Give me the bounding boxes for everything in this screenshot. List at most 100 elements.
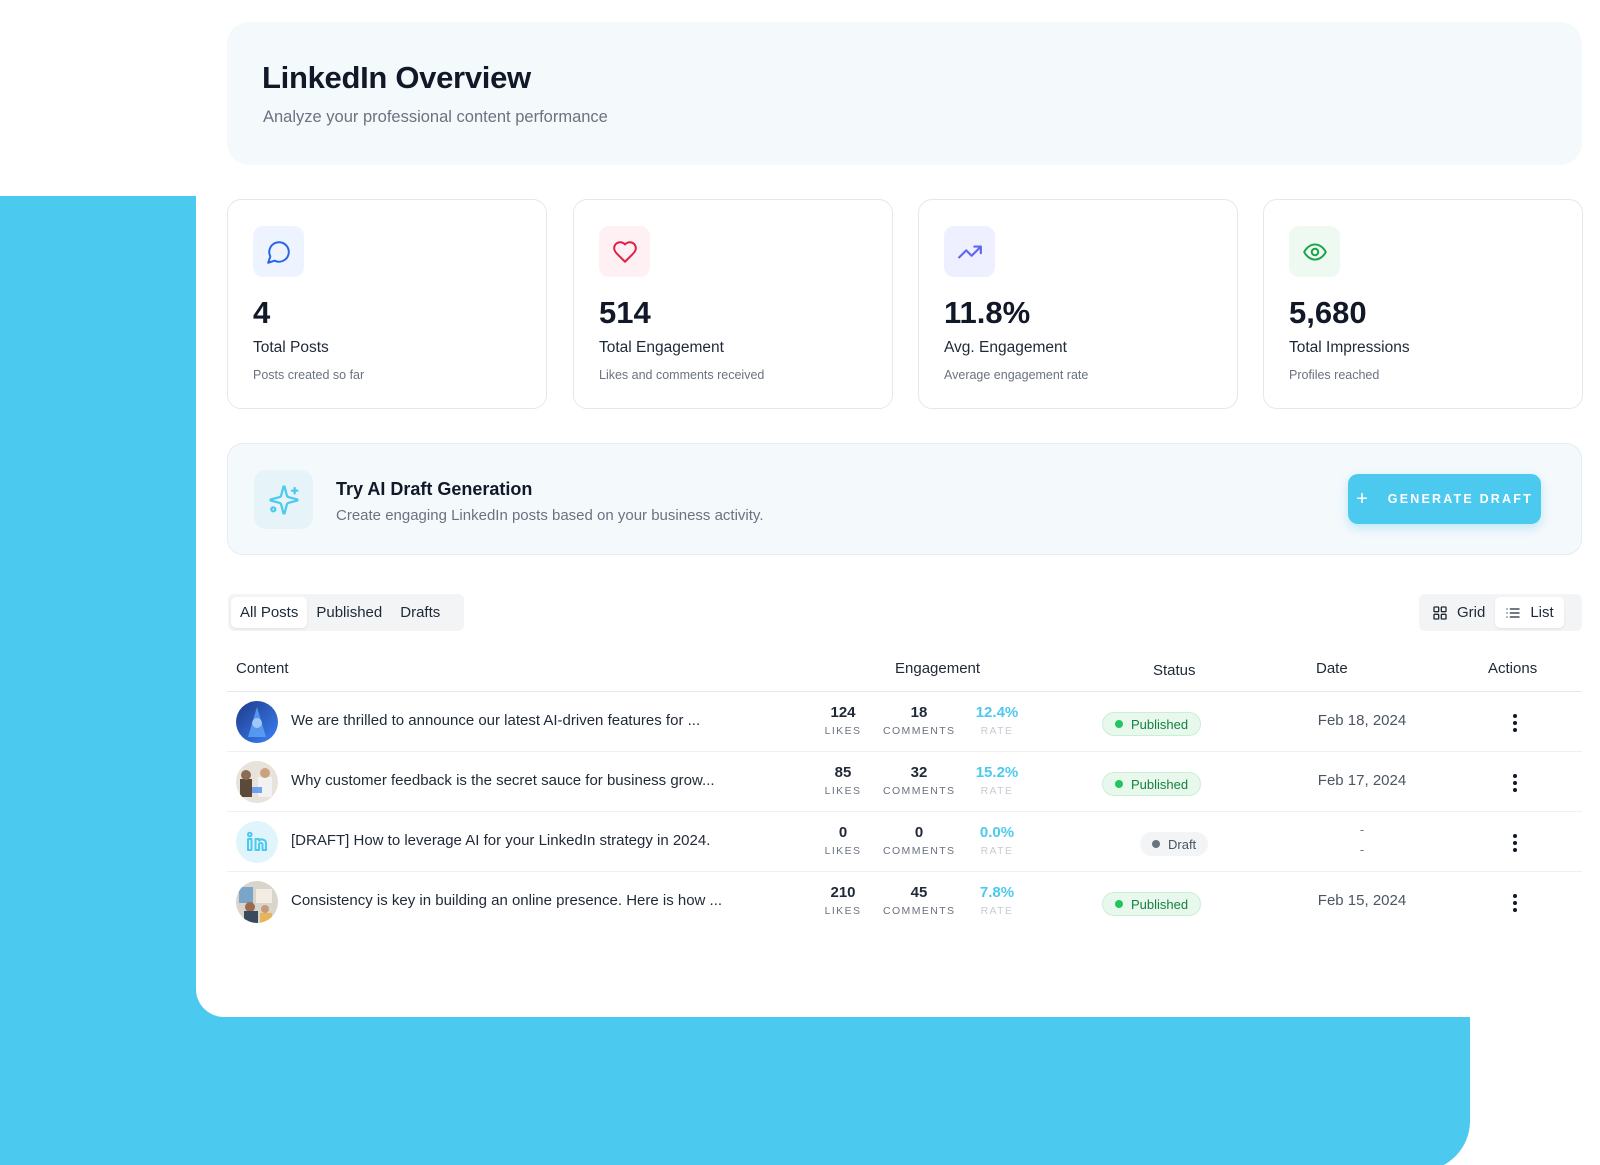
list-icon: [1506, 607, 1521, 618]
comments-count: 32: [910, 764, 928, 781]
rate-metric: 0.0% RATE: [972, 824, 1022, 857]
rate-metric: 12.4% RATE: [972, 704, 1022, 737]
linkedin-icon: [236, 821, 278, 863]
stat-card-total-posts: 4 Total Posts Posts created so far: [227, 199, 547, 409]
comments-label: COMMENTS: [883, 845, 956, 857]
comments-count: 45: [910, 884, 928, 901]
table-row[interactable]: Consistency is key in building an online…: [227, 872, 1582, 932]
rate-label: RATE: [980, 725, 1014, 737]
post-date: Feb 18, 2024: [1317, 712, 1407, 729]
table-row[interactable]: We are thrilled to announce our latest A…: [227, 692, 1582, 752]
likes-label: LIKES: [824, 905, 862, 917]
status-label: Published: [1131, 776, 1189, 792]
post-date: -: [1359, 822, 1365, 837]
tab-published[interactable]: Published: [316, 604, 383, 621]
comments-count: 18: [910, 704, 928, 721]
table-row[interactable]: Why customer feedback is the secret sauc…: [227, 752, 1582, 812]
eye-icon: [1289, 226, 1340, 277]
stat-card-total-engagement: 514 Total Engagement Likes and comments …: [573, 199, 893, 409]
status-badge: Published: [1102, 892, 1202, 916]
chat-bubble-icon: [253, 226, 304, 277]
status-badge: Draft: [1140, 832, 1209, 856]
grid-icon: [1433, 605, 1447, 620]
plus-icon: +: [1356, 487, 1368, 510]
post-thumbnail: [236, 881, 278, 923]
ai-banner-title: Try AI Draft Generation: [336, 479, 533, 499]
post-thumbnail: [236, 761, 278, 803]
status-dot: [1115, 720, 1123, 728]
likes-label: LIKES: [824, 845, 862, 857]
status-label: Published: [1131, 896, 1189, 912]
column-header-engagement: Engagement: [895, 660, 981, 677]
stat-description: Average engagement rate: [944, 368, 1089, 382]
likes-count: 210: [830, 884, 856, 901]
likes-metric: 210 LIKES: [823, 884, 863, 917]
comments-metric: 32 COMMENTS: [883, 764, 955, 797]
post-content: Consistency is key in building an online…: [291, 892, 723, 909]
likes-count: 85: [834, 764, 852, 781]
likes-metric: 0 LIKES: [823, 824, 863, 857]
table-header-divider: [227, 691, 1582, 692]
status-dot: [1115, 780, 1123, 788]
more-actions-icon[interactable]: [1510, 894, 1520, 912]
likes-label: LIKES: [824, 785, 862, 797]
stat-value: 4: [253, 295, 271, 330]
page-subtitle: Analyze your professional content perfor…: [263, 108, 608, 126]
stat-label: Avg. Engagement: [944, 339, 1067, 356]
more-actions-icon[interactable]: [1510, 834, 1520, 852]
generate-draft-label: GENERATE DRAFT: [1387, 492, 1533, 506]
list-label: List: [1530, 604, 1554, 621]
post-date: Feb 15, 2024: [1317, 892, 1407, 909]
likes-count: 0: [838, 824, 848, 841]
more-actions-icon[interactable]: [1510, 774, 1520, 792]
more-actions-icon[interactable]: [1510, 714, 1520, 732]
rate-metric: 7.8% RATE: [972, 884, 1022, 917]
stat-label: Total Impressions: [1289, 339, 1410, 356]
tab-all-posts[interactable]: All Posts: [231, 597, 308, 628]
ai-banner-subtitle: Create engaging LinkedIn posts based on …: [336, 507, 764, 524]
likes-metric: 85 LIKES: [823, 764, 863, 797]
post-thumbnail: [236, 701, 278, 743]
likes-count: 124: [830, 704, 856, 721]
stat-card-total-impressions: 5,680 Total Impressions Profiles reached: [1263, 199, 1583, 409]
column-header-content: Content: [236, 660, 289, 677]
post-content: Why customer feedback is the secret sauc…: [291, 772, 715, 789]
stat-label: Total Engagement: [599, 339, 724, 356]
page-title: LinkedIn Overview: [262, 60, 531, 95]
rate-value: 12.4%: [975, 704, 1019, 721]
rate-value: 7.8%: [979, 884, 1015, 901]
grid-view-button[interactable]: Grid: [1422, 597, 1495, 628]
comments-metric: 0 COMMENTS: [883, 824, 955, 857]
status-badge: Published: [1102, 772, 1202, 796]
stat-card-avg-engagement: 11.8% Avg. Engagement Average engagement…: [918, 199, 1238, 409]
stat-description: Likes and comments received: [599, 368, 765, 382]
status-dot: [1115, 900, 1123, 908]
generate-draft-button[interactable]: + GENERATE DRAFT: [1348, 474, 1541, 524]
post-time: -: [1359, 842, 1365, 857]
column-header-actions: Actions: [1488, 660, 1538, 677]
grid-label: Grid: [1457, 604, 1486, 621]
rate-label: RATE: [980, 845, 1014, 857]
post-date: Feb 17, 2024: [1317, 772, 1407, 789]
tab-drafts[interactable]: Drafts: [400, 604, 441, 621]
stat-value: 514: [599, 295, 651, 330]
column-header-date: Date: [1316, 660, 1348, 677]
rate-label: RATE: [980, 785, 1014, 797]
stat-value: 5,680: [1289, 295, 1367, 330]
likes-label: LIKES: [824, 725, 862, 737]
trending-up-icon: [944, 226, 995, 277]
list-view-button[interactable]: List: [1495, 597, 1564, 628]
column-header-status: Status: [1153, 662, 1196, 679]
rate-label: RATE: [980, 905, 1014, 917]
table-row[interactable]: [DRAFT] How to leverage AI for your Link…: [227, 812, 1582, 872]
stat-description: Posts created so far: [253, 368, 365, 382]
ai-draft-banner: Try AI Draft Generation Create engaging …: [227, 443, 1582, 555]
post-content: We are thrilled to announce our latest A…: [291, 712, 701, 729]
status-label: Draft: [1168, 836, 1197, 852]
rate-metric: 15.2% RATE: [972, 764, 1022, 797]
rate-value: 0.0%: [979, 824, 1015, 841]
stat-description: Profiles reached: [1289, 368, 1380, 382]
post-content: [DRAFT] How to leverage AI for your Link…: [291, 832, 711, 849]
stat-label: Total Posts: [253, 339, 329, 356]
post-filter-tabs: All Posts Published Drafts: [228, 594, 464, 631]
